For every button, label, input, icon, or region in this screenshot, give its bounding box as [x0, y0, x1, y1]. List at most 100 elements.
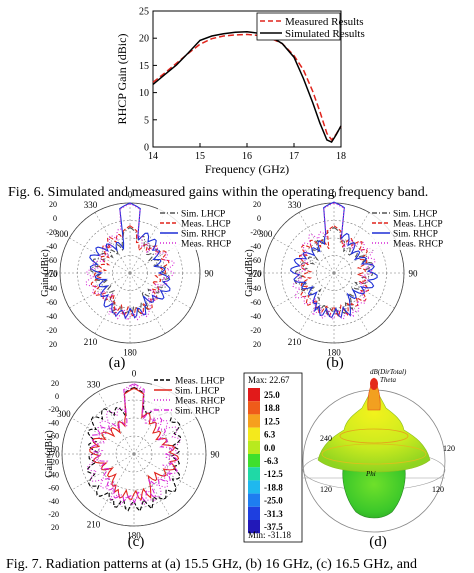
polar-angle-label: 180: [127, 531, 141, 541]
polar-legend-label: Meas. RHCP: [175, 397, 225, 407]
polar-angle-label: 90: [205, 269, 215, 279]
angle-label-120-lower-right: 120: [432, 485, 444, 494]
y-axis-label: RHCP Gain (dBic): [115, 34, 129, 125]
angle-label-240: 240: [320, 434, 332, 443]
x-tick-labels: 14 15 16 17 18: [148, 143, 346, 162]
polar-legend-label: Sim. RHCP: [175, 407, 220, 417]
colorbar-cell: [248, 506, 260, 520]
polar-radial-label: -60: [250, 256, 261, 265]
polar-radial-label: 0: [257, 214, 261, 223]
colorbar-level-label: -31.3: [264, 509, 283, 519]
fig7-caption: Fig. 7. Radiation patterns at (a) 15.5 G…: [6, 557, 417, 572]
polar-radial-label: 0: [53, 214, 57, 223]
polar-chart-c: 0 90 180 210 270 300 330 20 0 -20 -40 -60 -30 -20 -40 -…: [44, 369, 225, 541]
upper-lobe: [317, 387, 431, 473]
colorbar-cell: [248, 467, 260, 481]
phi-label: Phi: [365, 470, 376, 478]
x-axis-label: Frequency (GHz): [205, 162, 289, 176]
colorbar-cell: [248, 454, 260, 468]
polar-angle-label: 210: [288, 337, 302, 347]
colorbar-level-label: 0.0: [264, 443, 276, 453]
polar-angle-label: 330: [288, 200, 302, 210]
polar-spoke: [133, 453, 171, 517]
colorbar-min-label: Min: -31.18: [248, 530, 292, 540]
polar-angle-label: 210: [87, 520, 101, 530]
polar-y-axis-label: Gain (dBic): [44, 430, 55, 478]
polar-spoke: [69, 272, 131, 309]
x-tick-label: 15: [195, 151, 205, 162]
y-tick-label: 10: [139, 88, 149, 99]
gain-frequency-chart: 14 15 16 17 18 0 5 10 15 20 25 Frequency (GHz) RH…: [115, 7, 365, 177]
polar-legend-label: Meas. RHCP: [393, 240, 443, 250]
polar-radial-label: 20: [253, 200, 261, 209]
polar-angle-label: 90: [211, 450, 221, 460]
colorbar-max-label: Max: 22.67: [248, 375, 290, 385]
colorbar-cell: [248, 520, 260, 534]
polar-angle-label: 300: [259, 229, 273, 239]
polar-spoke: [97, 391, 135, 455]
polar-radial-label: 20: [253, 340, 261, 349]
colorbar-cell: [248, 440, 260, 454]
measured-line: [152, 33, 342, 142]
polar-angle-label: 210: [84, 337, 98, 347]
lobe-ring-1: [321, 443, 427, 465]
polar-angle-label: 270: [46, 450, 60, 460]
y-tick-label: 15: [139, 61, 149, 72]
polar-angle-label: 270: [248, 269, 262, 279]
polar-spoke: [133, 417, 197, 455]
polar-radial-label: -60: [46, 256, 57, 265]
colorbar-level-label: 6.3: [264, 430, 276, 440]
angle-label-120-right: 120: [443, 444, 455, 453]
legend-label-simulated: Simulated Results: [285, 28, 365, 40]
polar-radial-label: -60: [250, 298, 261, 307]
panel-label-c: (c): [128, 534, 145, 550]
y-tick-label: 5: [144, 115, 149, 126]
polar-radial-label: -40: [48, 471, 59, 480]
beam-tip: [370, 378, 378, 390]
colorbar-level-label: 25.0: [264, 390, 280, 400]
fig6-caption: Fig. 6. Simulated and measured gains wit…: [8, 185, 428, 200]
polar-angle-label: 0: [128, 190, 133, 200]
polar-angle-label: 270: [44, 269, 58, 279]
polar-radial-label: -40: [46, 312, 57, 321]
polar-legend-label: Sim. RHCP: [181, 230, 226, 240]
polar-series-sim-lhcp: [294, 226, 374, 317]
polar-spoke: [94, 212, 131, 274]
y-tick-label: 0: [144, 143, 149, 154]
polar-radial-label: 20: [51, 379, 59, 388]
polar-radial-label: -60: [48, 484, 59, 493]
polar-radial-label: 20: [49, 340, 57, 349]
y-tick-label: 20: [139, 34, 149, 45]
x-tick-label: 14: [148, 151, 158, 162]
polar-radial-label: -20: [250, 270, 261, 279]
polar-legend-label: Sim. LHCP: [181, 210, 225, 220]
polar-angle-label: 300: [55, 229, 69, 239]
polar-grid-circle: [298, 237, 370, 309]
angle-label-120-lower-left: 120: [320, 485, 332, 494]
polar-radial-label: -20: [48, 458, 59, 467]
polar-angle-label: 330: [87, 379, 101, 389]
polar-radial-label: -40: [48, 418, 59, 427]
polar-chart-b: 0 90 180 210 270 300 330 20 0 -20 -40 -60 -20 -40 -60 -…: [244, 190, 443, 358]
legend-label-measured: Measured Results: [285, 16, 364, 28]
quantity-label: dB(DirTotal): [370, 368, 407, 376]
polar-radial-label: -20: [250, 228, 261, 237]
polar-legend-label: Sim. LHCP: [393, 210, 437, 220]
polar-radial-label: -40: [46, 242, 57, 251]
polar-angle-label: 180: [123, 348, 137, 358]
colorbar-level-label: -25.0: [264, 496, 283, 506]
polar-radial-label: -40: [48, 497, 59, 506]
polar-angle-label: 0: [132, 369, 137, 379]
panel-label-b: (b): [326, 355, 344, 371]
colorbar-cell: [248, 427, 260, 441]
colorbar-cells: 25.0 18.8 12.5 6.3 0.0 -6.3 -12.5 -18.8 -25.0 -31…: [248, 388, 283, 534]
polar-legend-label: Meas. LHCP: [175, 377, 225, 387]
polar-angle-label: 0: [332, 190, 337, 200]
polar-series-sim-rhcp: [289, 201, 378, 319]
colorbar-level-label: -37.5: [264, 522, 283, 532]
polar-radial-label: -20: [48, 405, 59, 414]
polar-legend-label: Meas. LHCP: [181, 220, 231, 230]
polar-radial-label: -20: [48, 510, 59, 519]
colorbar-level-label: 12.5: [264, 416, 280, 426]
